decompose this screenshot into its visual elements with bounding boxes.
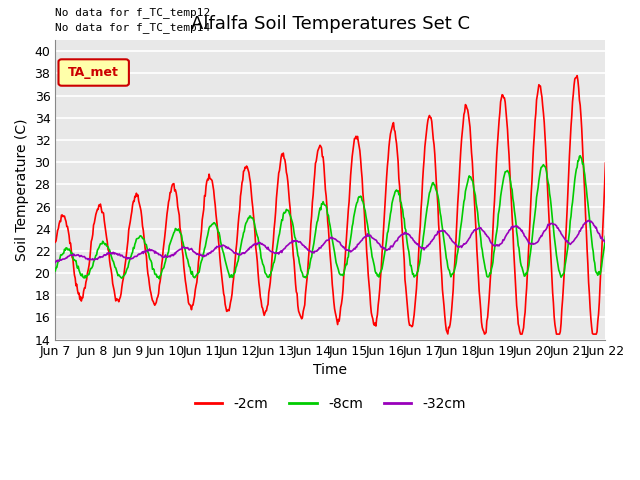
X-axis label: Time: Time [314,363,348,377]
Title: Alfalfa Soil Temperatures Set C: Alfalfa Soil Temperatures Set C [191,15,470,33]
Legend: -2cm, -8cm, -32cm: -2cm, -8cm, -32cm [189,392,472,417]
Y-axis label: Soil Temperature (C): Soil Temperature (C) [15,119,29,261]
Text: TA_met: TA_met [68,66,119,79]
Text: No data for f_TC_temp12: No data for f_TC_temp12 [55,7,211,18]
Text: No data for f_TC_temp14: No data for f_TC_temp14 [55,22,211,33]
